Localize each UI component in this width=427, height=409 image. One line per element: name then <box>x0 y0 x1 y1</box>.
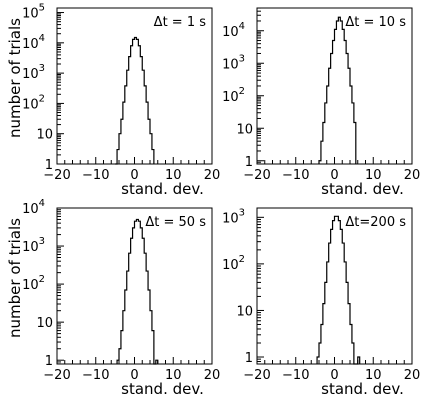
x-axis-title: stand. dev. <box>121 380 204 398</box>
histogram-bin <box>140 57 142 164</box>
y-tick-label: 1 <box>45 158 53 173</box>
x-axis-title: stand. dev. <box>321 180 404 198</box>
histogram-bin <box>138 46 140 164</box>
histogram-bin <box>335 216 337 364</box>
y-tick-label: 10 <box>236 304 253 319</box>
x-tick-label: 0 <box>330 168 338 183</box>
histogram-bin <box>133 39 135 164</box>
y-tick-label: 102 <box>22 93 45 112</box>
y-tick-label: 103 <box>222 53 245 72</box>
histogram-bin <box>344 41 346 164</box>
histogram-bin <box>331 53 333 164</box>
histogram-outline <box>115 36 155 165</box>
y-tick-label: 103 <box>22 236 45 255</box>
y-axis-title: number of trials <box>6 218 24 338</box>
histogram-bin <box>335 29 337 164</box>
histogram-outline <box>316 215 361 365</box>
y-tick-label: 102 <box>22 274 45 293</box>
x-tick-label: −20 <box>243 168 270 183</box>
panel-1: −20 −10 0 10 20 1 10 102 103 104 105 Δt = 1 s stand.… <box>6 3 220 198</box>
x-tick-label: −10 <box>282 168 309 183</box>
delta-t-annotation: Δt = 10 s <box>345 15 406 30</box>
x-tick-label: 10 <box>165 168 182 183</box>
histogram-bin <box>346 53 348 164</box>
x-tick-label: 20 <box>404 168 421 183</box>
x-tick-label: −20 <box>43 168 70 183</box>
histogram-bin <box>140 228 142 364</box>
histogram-bin <box>340 21 342 164</box>
histogram-bin <box>131 238 133 364</box>
x-tick-label: 10 <box>365 368 382 383</box>
y-tick-label: 103 <box>222 207 245 226</box>
panel-4: −20 −10 0 10 20 1 10 102 103 Δt=200 s stand. dev. <box>222 207 420 398</box>
y-tick-label: 102 <box>222 254 245 273</box>
histogram-bin <box>338 17 340 164</box>
plot-frame <box>256 207 413 365</box>
y-tick-label: 102 <box>222 86 245 105</box>
histogram-bin <box>336 21 338 164</box>
x-axis-title: stand. dev. <box>321 380 404 398</box>
y-axis-title: number of trials <box>6 18 24 138</box>
histogram-bin <box>333 221 335 364</box>
x-tick-label: 20 <box>204 368 221 383</box>
histogram-bin <box>135 38 137 164</box>
y-tick-label: 103 <box>22 63 45 82</box>
y-tick-label: 1 <box>245 155 253 170</box>
histogram-bin <box>333 41 335 164</box>
histogram-bin <box>136 39 138 164</box>
x-axis-title: stand. dev. <box>121 180 204 198</box>
x-tick-label: 0 <box>330 368 338 383</box>
x-tick-label: −20 <box>243 368 270 383</box>
x-tick-label: −10 <box>82 168 109 183</box>
histogram-bin <box>342 29 344 164</box>
histogram-bin <box>138 221 140 364</box>
x-tick-label: −10 <box>282 368 309 383</box>
plot-frame <box>56 7 213 165</box>
y-tick-label: 1 <box>45 354 53 369</box>
histogram-bin <box>142 238 144 364</box>
panel-2: −20 −10 0 10 20 1 10 102 103 104 Δt = 10 s stand. d… <box>222 7 421 198</box>
y-tick-label: 104 <box>22 33 45 52</box>
histogram-bin <box>340 229 342 364</box>
x-tick-label: −20 <box>43 368 70 383</box>
x-tick-label: 0 <box>130 368 138 383</box>
histogram-bin <box>336 216 338 364</box>
x-tick-label: 10 <box>165 368 182 383</box>
x-tick-label: 0 <box>130 168 138 183</box>
y-tick-label: 1 <box>245 351 253 366</box>
histogram-outline <box>116 218 159 365</box>
histogram-bin <box>133 228 135 364</box>
histogram-bin <box>135 221 137 364</box>
delta-t-annotation: Δt = 1 s <box>154 15 207 30</box>
x-tick-label: 20 <box>404 368 421 383</box>
delta-t-annotation: Δt=200 s <box>345 215 406 230</box>
histogram-bin <box>136 219 138 364</box>
delta-t-annotation: Δt = 50 s <box>145 215 206 230</box>
histogram-outline <box>318 16 357 164</box>
histogram-bin <box>131 46 133 164</box>
histogram-bin <box>338 221 340 364</box>
y-tick-label: 10 <box>36 128 53 143</box>
y-tick-label: 10 <box>36 316 53 331</box>
y-tick-label: 104 <box>22 198 45 217</box>
x-tick-label: −10 <box>82 368 109 383</box>
y-tick-label: 105 <box>22 3 45 22</box>
y-tick-label: 104 <box>222 21 245 40</box>
histogram-bin <box>129 57 131 164</box>
panel-3: −20 −10 0 10 20 1 10 102 103 104 Δt = 50 s stand. d… <box>6 198 220 398</box>
y-tick-label: 10 <box>236 122 253 137</box>
histogram-bin <box>331 229 333 364</box>
plot-frame <box>56 207 213 365</box>
x-tick-label: 20 <box>204 168 221 183</box>
x-tick-label: 10 <box>365 168 382 183</box>
